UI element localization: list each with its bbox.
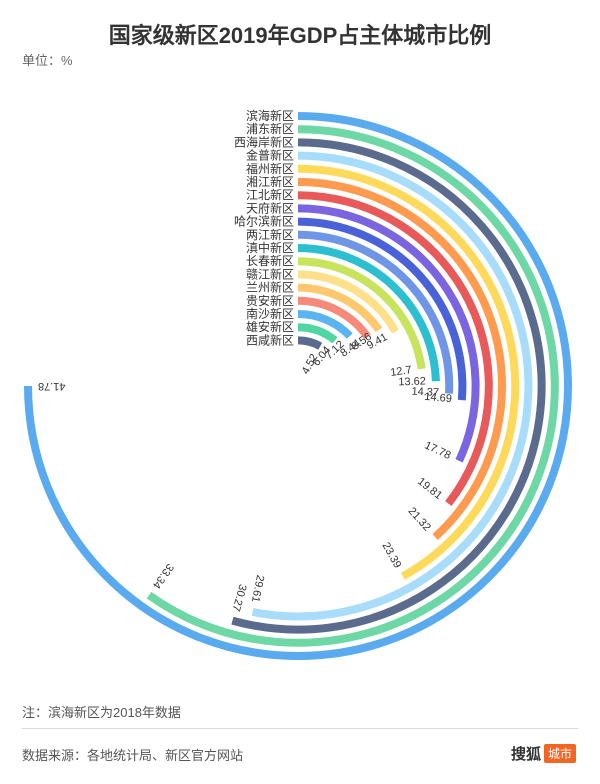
data-source: 数据来源：各地统计局、新区官方网站 [22,748,244,763]
bar-江北新区 [297,191,493,506]
category-label: 西咸新区 [246,332,294,347]
category-label: 西海岸新区 [234,134,294,149]
value-label: 14.69 [424,391,452,405]
brand-logo: 搜狐 城市 [511,743,576,764]
value-label: 30.27 [229,583,248,613]
category-label: 浦东新区 [246,121,294,136]
value-label: 29.61 [249,574,266,603]
category-label: 滇中新区 [246,240,294,255]
value-label: 17.78 [423,439,453,461]
bar-西咸新区 [297,336,323,350]
value-label: 21.32 [405,505,432,533]
category-label: 南沙新区 [246,306,294,321]
category-label: 滨海新区 [246,108,294,123]
bar-雄安新区 [297,323,338,344]
bar-滨海新区 [24,112,572,660]
category-label: 福州新区 [246,161,294,176]
bar-西海岸新区 [231,138,546,634]
category-label: 湘江新区 [246,174,294,189]
bar-两江新区 [297,230,454,394]
value-label: 19.81 [415,476,444,502]
brand-name: 搜狐 [510,746,541,763]
bar-金普新区 [251,151,533,621]
category-label: 赣江新区 [246,266,294,281]
bar-福州新区 [297,164,520,580]
category-label: 长春新区 [246,253,294,268]
bar-哈尔滨新区 [297,217,467,401]
value-label: 12.7 [390,364,413,379]
value-label: 14.37 [411,386,439,399]
bar-贵安新区 [297,296,371,339]
value-label: 33.34 [150,561,176,590]
bar-滇中新区 [297,244,440,382]
value-label: 41.78 [38,380,66,392]
bar-湘江新区 [297,178,506,541]
value-label: 13.62 [398,375,426,388]
bar-赣江新区 [297,270,399,334]
category-label: 两江新区 [246,227,294,242]
footnote: 注：滨海新区为2018年数据 [22,705,181,720]
category-label: 贵安新区 [246,293,294,308]
category-label: 雄安新区 [246,319,294,334]
category-label: 哈尔滨新区 [234,214,294,229]
category-label: 金普新区 [246,148,294,163]
bar-天府新区 [297,204,480,463]
bar-长春新区 [297,257,426,370]
unit-label: 单位：% [22,53,73,68]
category-label: 天府新区 [246,200,294,215]
chart-title: 国家级新区2019年GDP占主体城市比例 [108,23,492,48]
category-label: 兰州新区 [246,280,294,295]
category-label: 江北新区 [246,187,294,202]
bar-兰州新区 [297,283,383,333]
brand-tag: 城市 [543,744,576,763]
value-label: 23.39 [380,540,404,570]
divider [22,728,578,729]
bar-南沙新区 [297,310,353,339]
bar-浦东新区 [146,125,559,647]
